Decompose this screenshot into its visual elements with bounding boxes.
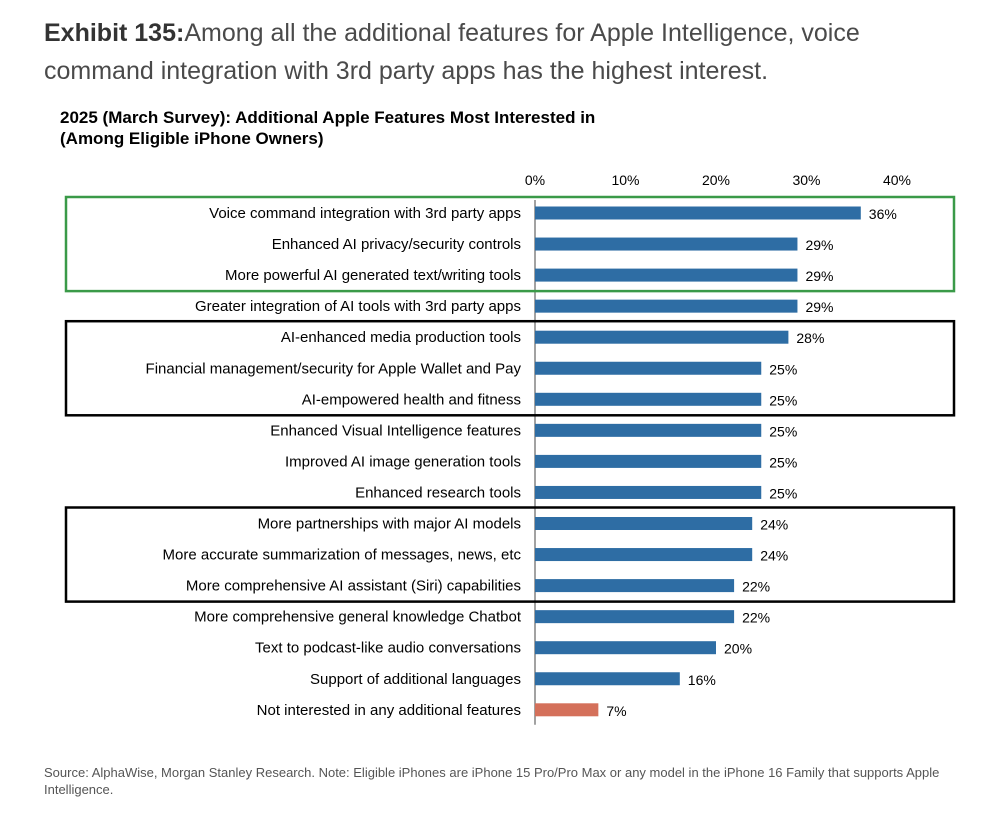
bar — [535, 454, 762, 468]
category-label: Text to podcast-like audio conversations — [255, 640, 521, 657]
data-label: 16% — [688, 672, 716, 688]
data-label: 29% — [805, 237, 833, 253]
tick-label: 30% — [792, 172, 820, 188]
data-label: 24% — [760, 517, 788, 533]
data-label: 25% — [769, 361, 797, 377]
bar — [535, 361, 762, 375]
category-label: Improved AI image generation tools — [285, 453, 521, 470]
exhibit-description: Among all the additional features for Ap… — [44, 19, 860, 85]
category-label: More partnerships with major AI models — [258, 516, 521, 533]
category-label: More comprehensive general knowledge Cha… — [194, 609, 522, 626]
category-label: Voice command integration with 3rd party… — [209, 205, 521, 222]
bar — [535, 610, 735, 624]
category-label: More comprehensive AI assistant (Siri) c… — [186, 578, 521, 595]
tick-label: 0% — [525, 172, 545, 188]
data-label: 28% — [796, 330, 824, 346]
bar — [535, 672, 680, 686]
category-label: Enhanced Visual Intelligence features — [270, 422, 521, 439]
group-box-black — [64, 319, 956, 417]
data-label: 24% — [760, 548, 788, 564]
data-label: 25% — [769, 423, 797, 439]
bar — [535, 237, 798, 251]
category-label: AI-empowered health and fitness — [302, 391, 521, 408]
bar — [535, 641, 716, 655]
category-label: Not interested in any additional feature… — [257, 702, 521, 719]
data-label: 25% — [769, 485, 797, 501]
bar — [535, 548, 753, 562]
data-label: 36% — [869, 206, 897, 222]
bar — [535, 423, 762, 437]
data-label: 20% — [724, 641, 752, 657]
chart-title: 2025 (March Survey): Additional Apple Fe… — [60, 107, 595, 149]
category-label: Financial management/security for Apple … — [146, 360, 522, 377]
data-label: 22% — [742, 610, 770, 626]
tick-label: 10% — [611, 172, 639, 188]
data-label: 29% — [805, 268, 833, 284]
data-label: 25% — [769, 454, 797, 470]
source-note: Source: AlphaWise, Morgan Stanley Resear… — [44, 765, 940, 797]
category-label: Support of additional languages — [310, 671, 521, 688]
bar — [535, 579, 735, 593]
tick-label: 40% — [883, 172, 911, 188]
tick-label: 20% — [702, 172, 730, 188]
category-label: Enhanced research tools — [355, 484, 521, 501]
category-label: More powerful AI generated text/writing … — [225, 267, 521, 284]
chart-title-line-2: (Among Eligible iPhone Owners) — [60, 129, 324, 148]
exhibit-header: Exhibit 135:Among all the additional fea… — [44, 14, 964, 90]
bar — [535, 330, 789, 344]
category-label: AI-enhanced media production tools — [281, 329, 521, 346]
bar — [535, 268, 798, 282]
bar — [535, 485, 762, 499]
exhibit-number: Exhibit 135: — [44, 19, 185, 47]
data-label: 7% — [606, 703, 626, 719]
bar — [535, 206, 861, 220]
bar-highlight — [535, 703, 599, 717]
category-label: Enhanced AI privacy/security controls — [272, 236, 521, 253]
chart-title-line-1: 2025 (March Survey): Additional Apple Fe… — [60, 108, 596, 127]
bar — [535, 299, 798, 313]
bar — [535, 392, 762, 406]
group-box-green — [64, 195, 956, 293]
data-label: 25% — [769, 392, 797, 408]
category-label: More accurate summarization of messages,… — [163, 547, 522, 564]
data-label: 22% — [742, 579, 770, 595]
group-box-black — [64, 506, 956, 603]
bar — [535, 517, 753, 530]
data-label: 29% — [805, 299, 833, 315]
category-label: Greater integration of AI tools with 3rd… — [195, 298, 521, 315]
